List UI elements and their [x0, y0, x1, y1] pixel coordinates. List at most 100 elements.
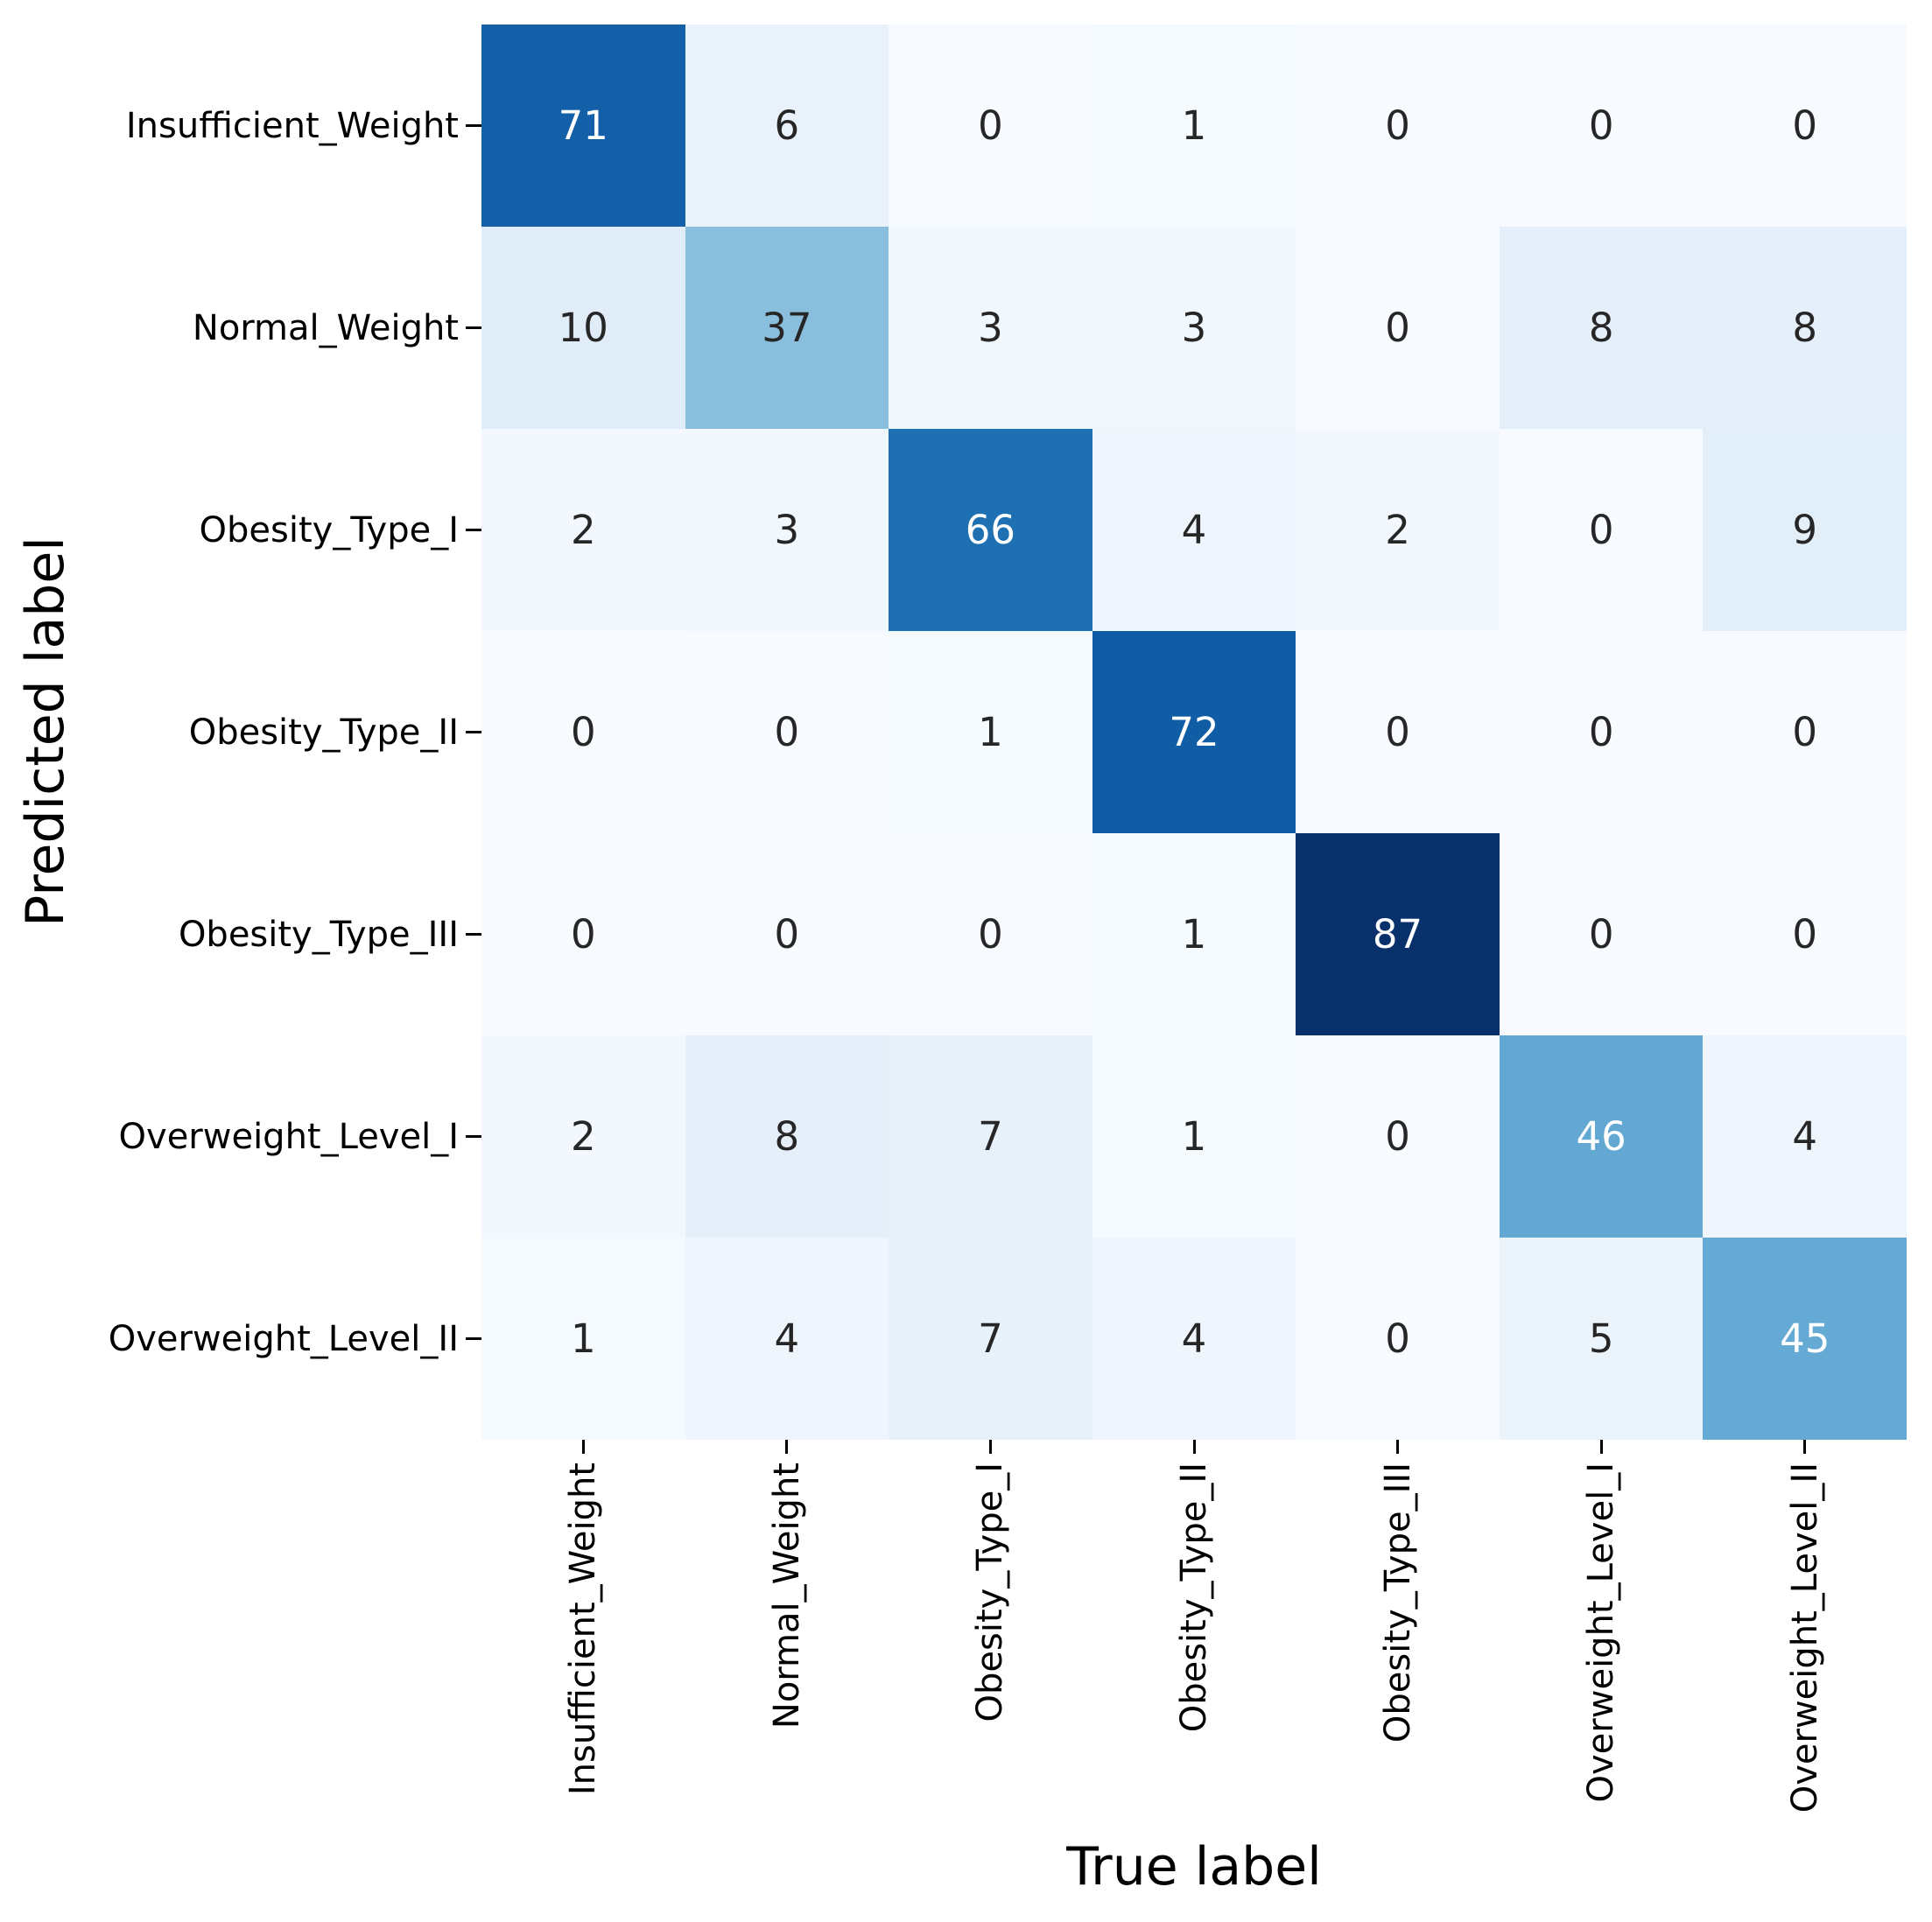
heatmap-cell: 0	[1703, 833, 1907, 1035]
y-tick-mark	[466, 326, 481, 329]
cell-value: 0	[1588, 102, 1614, 149]
heatmap-cell: 3	[889, 227, 1092, 429]
cell-value: 0	[1792, 709, 1818, 755]
cell-value: 7	[978, 1315, 1003, 1362]
heatmap-cell: 0	[1499, 25, 1704, 227]
cell-value: 1	[570, 1315, 596, 1362]
heatmap-cell: 8	[1703, 227, 1907, 429]
x-tick-mark	[1396, 1440, 1400, 1454]
cell-value: 0	[774, 709, 800, 755]
cell-value: 0	[1385, 709, 1410, 755]
heatmap-cell: 7	[889, 1238, 1092, 1440]
y-tick-label: Insufficient_Weight	[125, 105, 459, 146]
heatmap-cell: 1	[1092, 1035, 1296, 1238]
heatmap-cell: 0	[1499, 631, 1704, 833]
heatmap-cell: 0	[1703, 631, 1907, 833]
cell-value: 8	[774, 1113, 800, 1160]
cell-value: 1	[1181, 102, 1207, 149]
y-tick-mark	[466, 529, 481, 531]
cell-value: 5	[1588, 1315, 1614, 1362]
y-tick-label: Normal_Weight	[192, 307, 459, 348]
x-tick-label: Insufficient_Weight	[563, 1463, 604, 1796]
heatmap-cell: 71	[481, 25, 685, 227]
heatmap-cell: 1	[889, 631, 1092, 833]
heatmap-cell: 9	[1703, 429, 1907, 631]
x-tick-label: Overweight_Level_II	[1784, 1463, 1825, 1813]
heatmap-cell: 6	[685, 25, 889, 227]
cell-value: 71	[558, 102, 608, 149]
cell-value: 0	[1385, 102, 1410, 149]
heatmap-cell: 0	[1499, 833, 1704, 1035]
cell-value: 9	[1792, 507, 1818, 553]
heatmap-cell: 0	[1296, 227, 1500, 429]
cell-value: 0	[1385, 1315, 1410, 1362]
y-tick-label: Obesity_Type_I	[199, 509, 459, 551]
heatmap-cell: 2	[1296, 429, 1500, 631]
heatmap-cell: 1	[1092, 833, 1296, 1035]
cell-value: 3	[1181, 305, 1207, 351]
cell-value: 6	[774, 102, 800, 149]
cell-value: 4	[1181, 1315, 1207, 1362]
x-tick-mark	[581, 1440, 585, 1454]
heatmap-cell: 37	[685, 227, 889, 429]
x-tick-label: Overweight_Level_I	[1581, 1463, 1622, 1803]
y-tick-label: Obesity_Type_II	[188, 712, 459, 753]
cell-value: 10	[558, 305, 608, 351]
heatmap-cell: 7	[889, 1035, 1092, 1238]
cell-value: 72	[1169, 709, 1219, 755]
cell-value: 7	[978, 1113, 1003, 1160]
cell-value: 0	[1588, 911, 1614, 957]
y-tick-mark	[466, 1135, 481, 1138]
heatmap-cell: 0	[1499, 429, 1704, 631]
cell-value: 66	[965, 507, 1016, 553]
cell-value: 8	[1588, 305, 1614, 351]
x-tick-label: Obesity_Type_III	[1377, 1463, 1418, 1743]
x-tick-mark	[1192, 1440, 1196, 1454]
cell-value: 0	[1792, 911, 1818, 957]
heatmap-cell: 3	[685, 429, 889, 631]
cell-value: 37	[762, 305, 812, 351]
x-tick-mark	[785, 1440, 789, 1454]
y-tick-label: Overweight_Level_II	[108, 1318, 459, 1359]
heatmap-cell: 3	[1092, 227, 1296, 429]
heatmap-cell: 45	[1703, 1238, 1907, 1440]
heatmap-cell: 0	[1296, 1238, 1500, 1440]
heatmap-cell: 0	[1296, 25, 1500, 227]
heatmap-cell: 8	[685, 1035, 889, 1238]
heatmap-cell: 1	[481, 1238, 685, 1440]
heatmap-cell: 4	[1092, 429, 1296, 631]
cell-value: 2	[570, 507, 596, 553]
cell-value: 1	[1181, 1113, 1207, 1160]
x-tick-mark	[988, 1440, 992, 1454]
cell-value: 0	[1385, 1113, 1410, 1160]
cell-value: 0	[978, 911, 1003, 957]
heatmap-cell: 0	[889, 833, 1092, 1035]
heatmap-cell: 66	[889, 429, 1092, 631]
cell-value: 3	[774, 507, 800, 553]
cell-value: 4	[1181, 507, 1207, 553]
cell-value: 0	[570, 709, 596, 755]
heatmap-cell: 2	[481, 1035, 685, 1238]
y-tick-mark	[466, 124, 481, 127]
heatmap-cell: 10	[481, 227, 685, 429]
heatmap-cell: 0	[1296, 631, 1500, 833]
cell-value: 3	[978, 305, 1003, 351]
cell-value: 0	[978, 102, 1003, 149]
y-tick-mark	[466, 933, 481, 936]
cell-value: 8	[1792, 305, 1818, 351]
heatmap-cell: 0	[1703, 25, 1907, 227]
cell-value: 46	[1576, 1113, 1626, 1160]
cell-value: 87	[1372, 911, 1423, 957]
cell-value: 0	[570, 911, 596, 957]
heatmap-cell: 1	[1092, 25, 1296, 227]
heatmap-cell: 0	[481, 833, 685, 1035]
cell-value: 0	[1385, 305, 1410, 351]
cell-value: 0	[774, 911, 800, 957]
cell-value: 1	[1181, 911, 1207, 957]
x-tick-label: Obesity_Type_II	[1174, 1463, 1214, 1733]
heatmap-cell: 0	[889, 25, 1092, 227]
x-tick-mark	[1599, 1440, 1603, 1454]
cell-value: 2	[570, 1113, 596, 1160]
heatmap-cell: 0	[685, 631, 889, 833]
cell-value: 4	[1792, 1113, 1818, 1160]
